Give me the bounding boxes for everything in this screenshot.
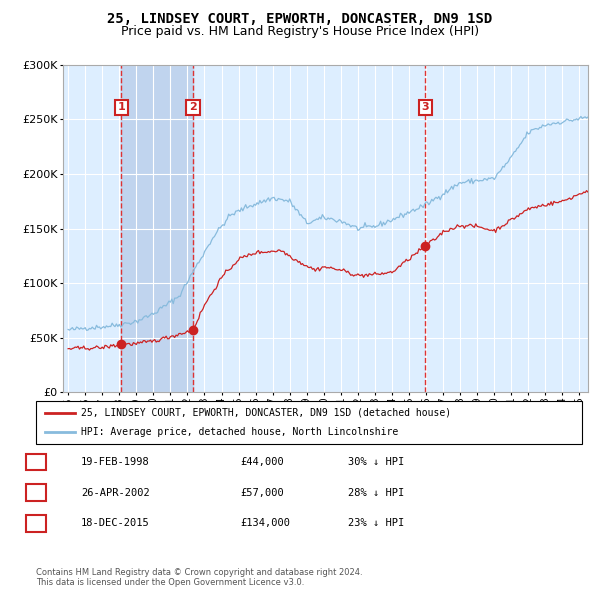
Text: 2: 2 bbox=[189, 103, 197, 113]
Text: 25, LINDSEY COURT, EPWORTH, DONCASTER, DN9 1SD (detached house): 25, LINDSEY COURT, EPWORTH, DONCASTER, D… bbox=[81, 408, 451, 418]
Text: 1: 1 bbox=[33, 457, 39, 467]
Text: 28% ↓ HPI: 28% ↓ HPI bbox=[348, 488, 404, 497]
Text: 19-FEB-1998: 19-FEB-1998 bbox=[81, 457, 150, 467]
Text: 30% ↓ HPI: 30% ↓ HPI bbox=[348, 457, 404, 467]
Text: 23% ↓ HPI: 23% ↓ HPI bbox=[348, 519, 404, 528]
Text: Price paid vs. HM Land Registry's House Price Index (HPI): Price paid vs. HM Land Registry's House … bbox=[121, 25, 479, 38]
Text: 3: 3 bbox=[33, 519, 39, 528]
Bar bbox=[121, 65, 193, 392]
Text: £44,000: £44,000 bbox=[240, 457, 284, 467]
Text: 18-DEC-2015: 18-DEC-2015 bbox=[81, 519, 150, 528]
Text: £134,000: £134,000 bbox=[240, 519, 290, 528]
Text: Contains HM Land Registry data © Crown copyright and database right 2024.
This d: Contains HM Land Registry data © Crown c… bbox=[36, 568, 362, 587]
Text: 3: 3 bbox=[422, 103, 429, 113]
Text: 2: 2 bbox=[33, 488, 39, 497]
Text: 1: 1 bbox=[118, 103, 125, 113]
Text: HPI: Average price, detached house, North Lincolnshire: HPI: Average price, detached house, Nort… bbox=[81, 427, 398, 437]
Text: 25, LINDSEY COURT, EPWORTH, DONCASTER, DN9 1SD: 25, LINDSEY COURT, EPWORTH, DONCASTER, D… bbox=[107, 12, 493, 26]
Text: £57,000: £57,000 bbox=[240, 488, 284, 497]
Text: 26-APR-2002: 26-APR-2002 bbox=[81, 488, 150, 497]
